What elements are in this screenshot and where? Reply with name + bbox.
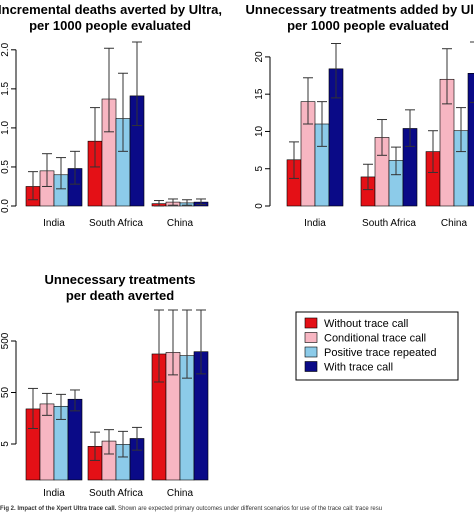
chart-panel-1: Incremental deaths averted by Ultra,per … [0,2,222,229]
y-tick-label: 10 [254,125,265,137]
category-label: South Africa [362,218,416,229]
y-tick-label: 5 [0,441,11,447]
y-tick-label: 1.0 [0,121,11,135]
chart-panel-2: Unnecessary treatments added by Ultraper… [246,2,474,229]
caption-label: Fig 2. Impact of the Xpert Ultra trace c… [0,506,117,512]
y-tick-label: 15 [254,88,265,100]
chart-title-line: Unnecessary treatments [44,272,195,287]
legend-swatch [304,332,318,343]
chart-title-line: per death averted [66,288,174,303]
y-tick-label: 0.0 [0,199,11,213]
category-label: South Africa [89,218,143,229]
y-tick-label: 20 [254,51,265,63]
legend-label: Positive trace repeated [324,347,437,359]
y-tick-label: 0.5 [0,160,11,174]
y-tick-label: 2.0 [0,42,11,56]
chart-title-line: per 1000 people evaluated [287,18,449,33]
legend-box [295,311,459,381]
category-label: India [43,488,65,499]
category-label: India [304,218,326,229]
legend: Without trace call Conditional trace call… [295,311,459,381]
bar [467,73,474,207]
legend-label: With trace call [324,362,393,374]
category-label: China [441,218,468,229]
chart-title-line: per 1000 people evaluated [29,18,191,33]
category-label: India [43,218,65,229]
caption-text: Shown are expected primary outcomes unde… [118,506,383,512]
legend-swatch [304,361,318,372]
legend-swatch [304,317,318,329]
y-tick-label: 5 [254,166,265,172]
y-tick-label: 0 [254,203,265,209]
figure-caption: Fig 2. Impact of the Xpert Ultra trace c… [0,505,474,514]
chart-title-line: Unnecessary treatments added by Ultra [246,2,474,17]
category-label: China [167,218,194,229]
legend-swatch [304,346,318,358]
category-label: China [167,488,194,499]
y-tick-label: 50 [0,387,11,399]
legend-label: Without trace call [324,318,408,330]
category-label: South Africa [89,488,143,499]
y-tick-label: 1.5 [0,81,11,95]
y-tick-label: 500 [0,332,11,349]
chart-title-line: Incremental deaths averted by Ultra, [0,2,222,17]
legend-label: Conditional trace call [324,333,426,345]
